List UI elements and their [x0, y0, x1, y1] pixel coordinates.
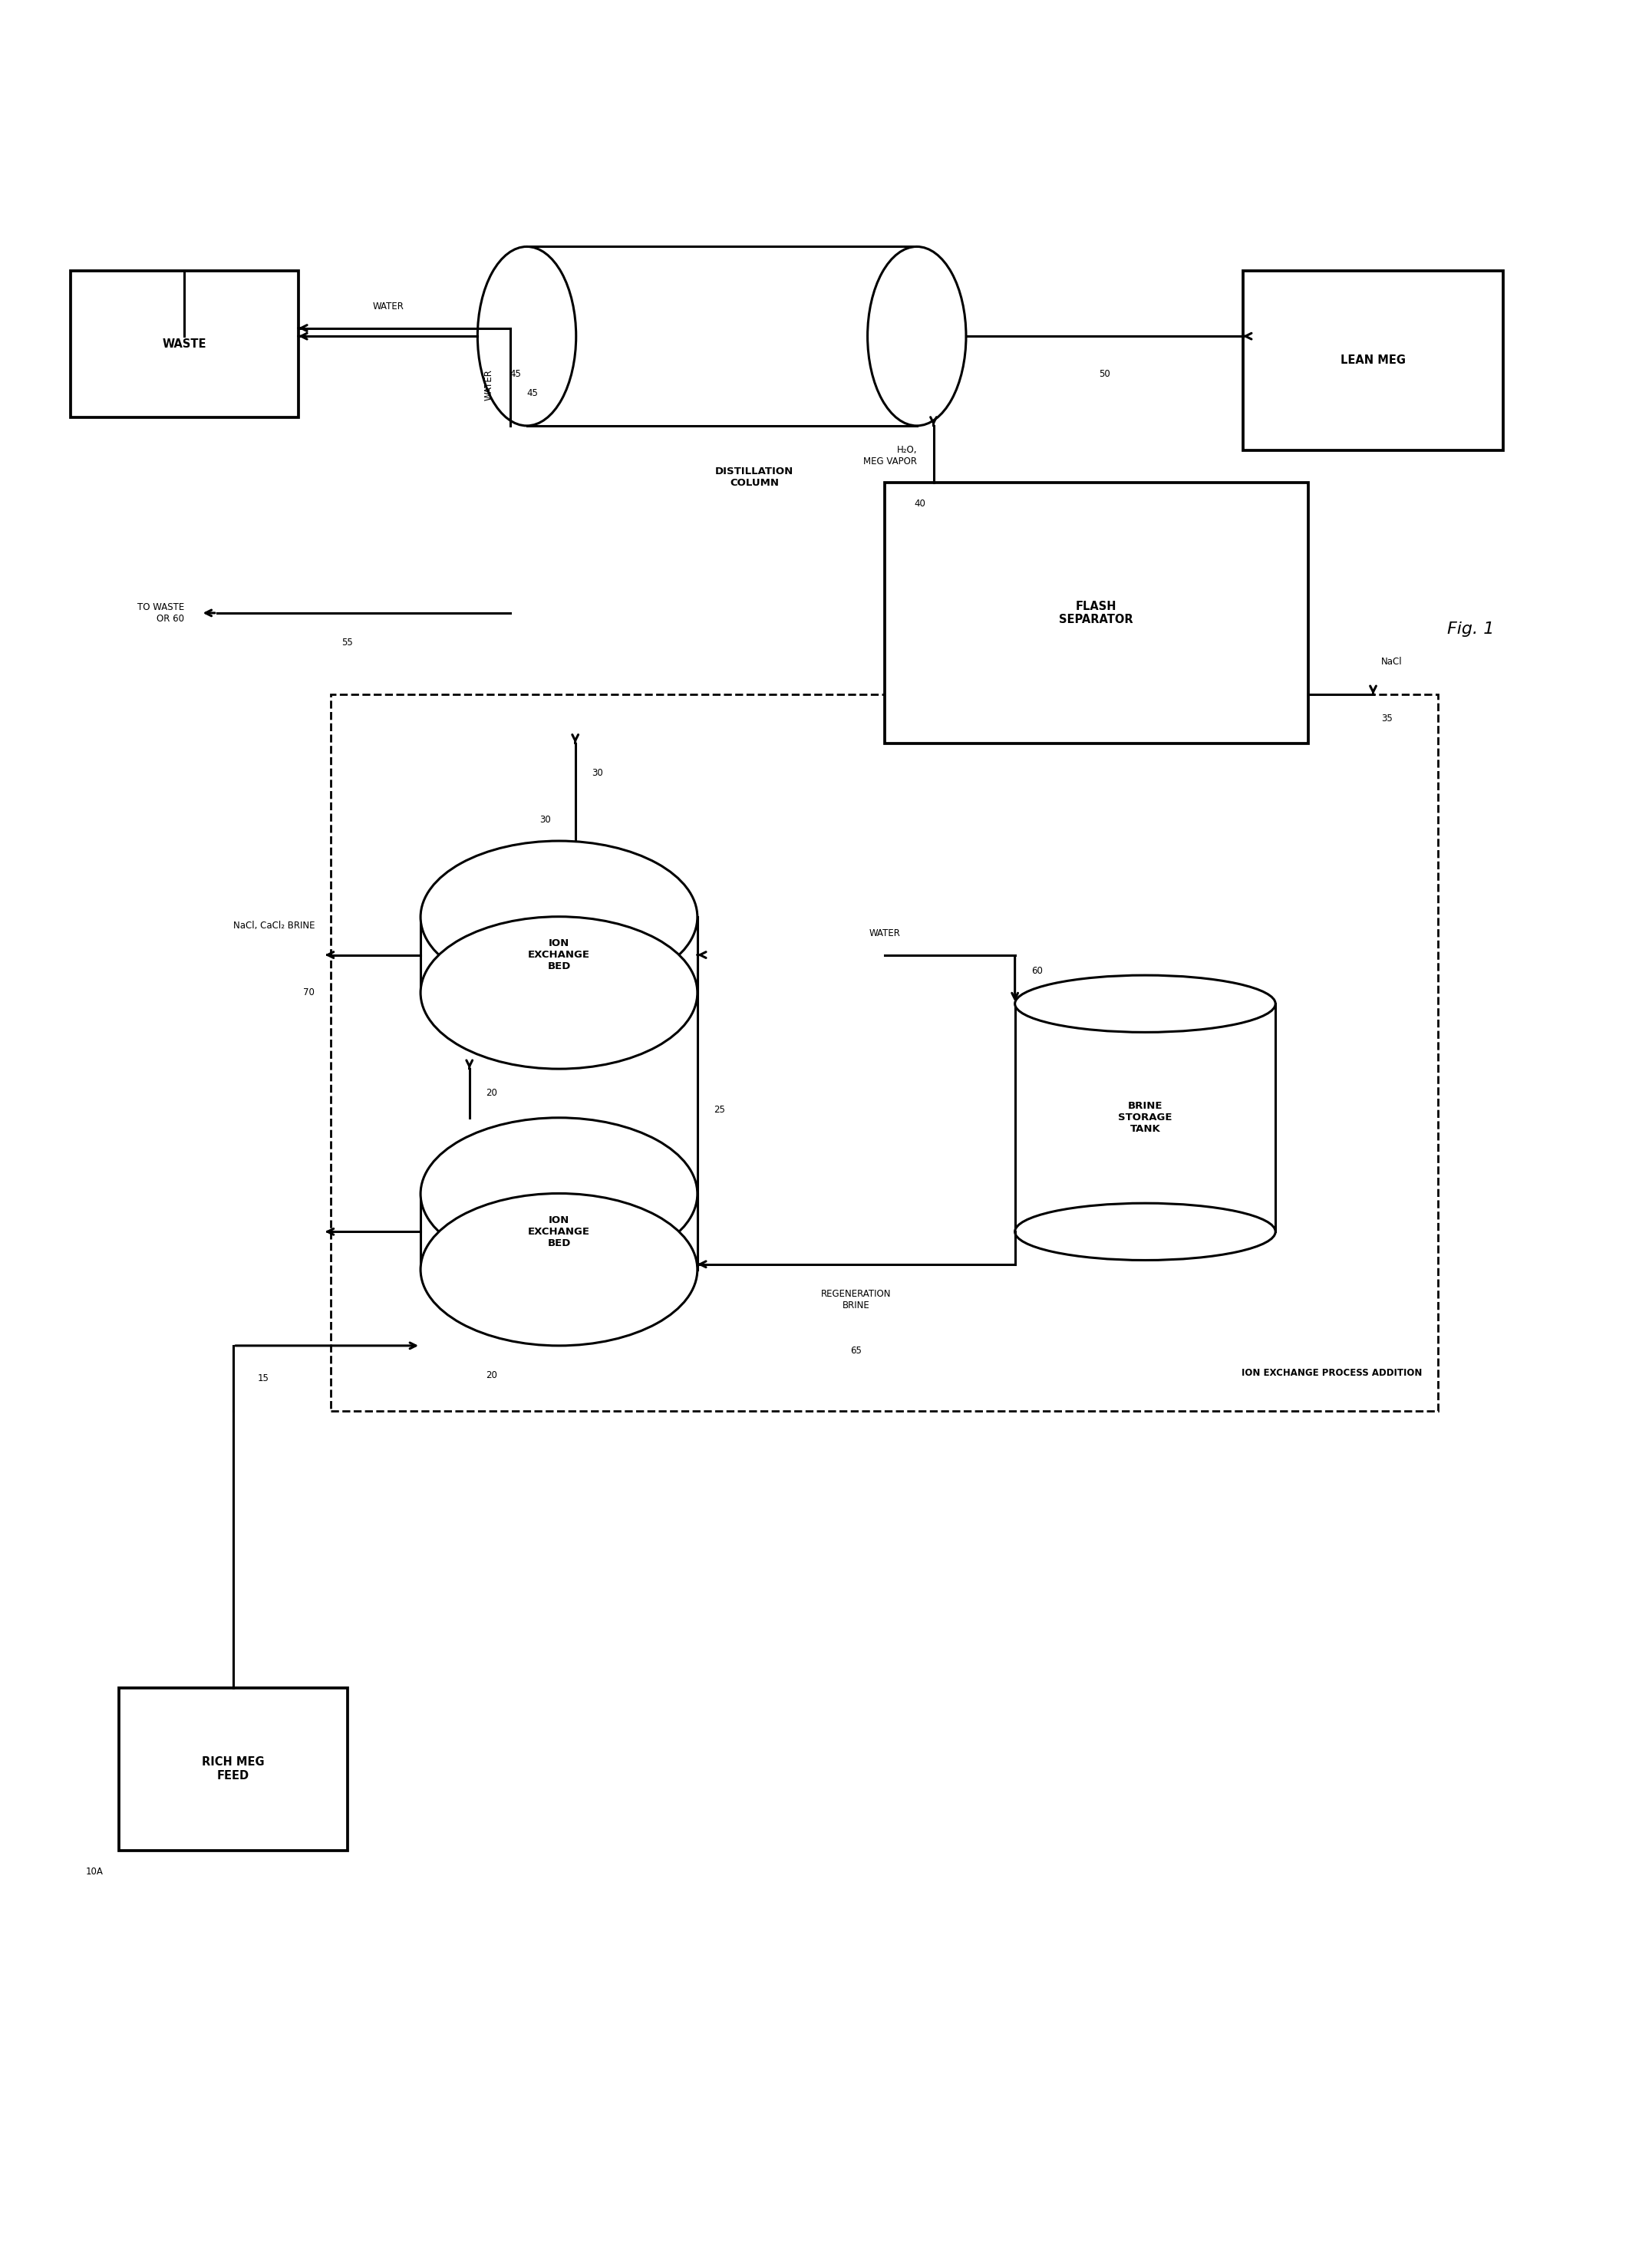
- Text: WATER: WATER: [869, 928, 900, 939]
- Text: WATER: WATER: [484, 370, 493, 401]
- Bar: [1242, 272, 1503, 449]
- Text: 60: 60: [1031, 966, 1042, 975]
- Text: 20: 20: [485, 1089, 497, 1098]
- Ellipse shape: [1015, 1204, 1275, 1261]
- Text: Fig. 1: Fig. 1: [1447, 621, 1495, 637]
- Bar: [885, 483, 1308, 744]
- Text: 30: 30: [592, 767, 603, 778]
- Bar: [526, 247, 916, 426]
- Ellipse shape: [477, 247, 575, 426]
- Text: FLASH
SEPARATOR: FLASH SEPARATOR: [1059, 601, 1134, 626]
- Text: RICH MEG
FEED: RICH MEG FEED: [202, 1758, 264, 1780]
- Text: BRINE
STORAGE
TANK: BRINE STORAGE TANK: [1118, 1102, 1172, 1134]
- Text: 65: 65: [851, 1345, 862, 1356]
- Text: 55: 55: [341, 637, 352, 646]
- Text: 40: 40: [915, 499, 926, 508]
- Text: H₂O,
MEG VAPOR: H₂O, MEG VAPOR: [864, 445, 918, 467]
- Bar: [1015, 1005, 1275, 1232]
- Text: 35: 35: [1382, 714, 1393, 723]
- Text: 10A: 10A: [85, 1867, 103, 1876]
- Text: 25: 25: [713, 1105, 724, 1114]
- Text: WASTE: WASTE: [162, 338, 207, 349]
- Text: 15: 15: [257, 1372, 269, 1383]
- Bar: [70, 272, 298, 417]
- Text: 30: 30: [539, 814, 551, 826]
- Text: 70: 70: [303, 987, 315, 998]
- Text: 45: 45: [510, 370, 521, 379]
- Ellipse shape: [867, 247, 965, 426]
- Text: 20: 20: [485, 1370, 497, 1379]
- Text: TO WASTE
OR 60: TO WASTE OR 60: [138, 603, 185, 624]
- Ellipse shape: [421, 841, 697, 993]
- Text: ION
EXCHANGE
BED: ION EXCHANGE BED: [528, 1216, 590, 1247]
- Ellipse shape: [421, 1193, 697, 1345]
- Text: ION
EXCHANGE
BED: ION EXCHANGE BED: [528, 939, 590, 971]
- Bar: [421, 916, 697, 993]
- Text: 45: 45: [526, 388, 538, 399]
- Ellipse shape: [421, 1118, 697, 1270]
- Bar: [421, 1193, 697, 1270]
- Ellipse shape: [421, 916, 697, 1068]
- Text: LEAN MEG: LEAN MEG: [1341, 354, 1406, 367]
- Text: ION EXCHANGE PROCESS ADDITION: ION EXCHANGE PROCESS ADDITION: [1241, 1368, 1423, 1379]
- Text: DISTILLATION
COLUMN: DISTILLATION COLUMN: [715, 467, 793, 488]
- Text: 50: 50: [1098, 370, 1110, 379]
- Text: REGENERATION
BRINE: REGENERATION BRINE: [821, 1288, 892, 1311]
- Text: NaCl, CaCl₂ BRINE: NaCl, CaCl₂ BRINE: [233, 921, 315, 930]
- Text: WATER: WATER: [372, 302, 403, 311]
- Bar: [120, 1687, 347, 1851]
- Bar: [331, 694, 1439, 1411]
- Ellipse shape: [1015, 975, 1275, 1032]
- Text: NaCl: NaCl: [1382, 658, 1403, 667]
